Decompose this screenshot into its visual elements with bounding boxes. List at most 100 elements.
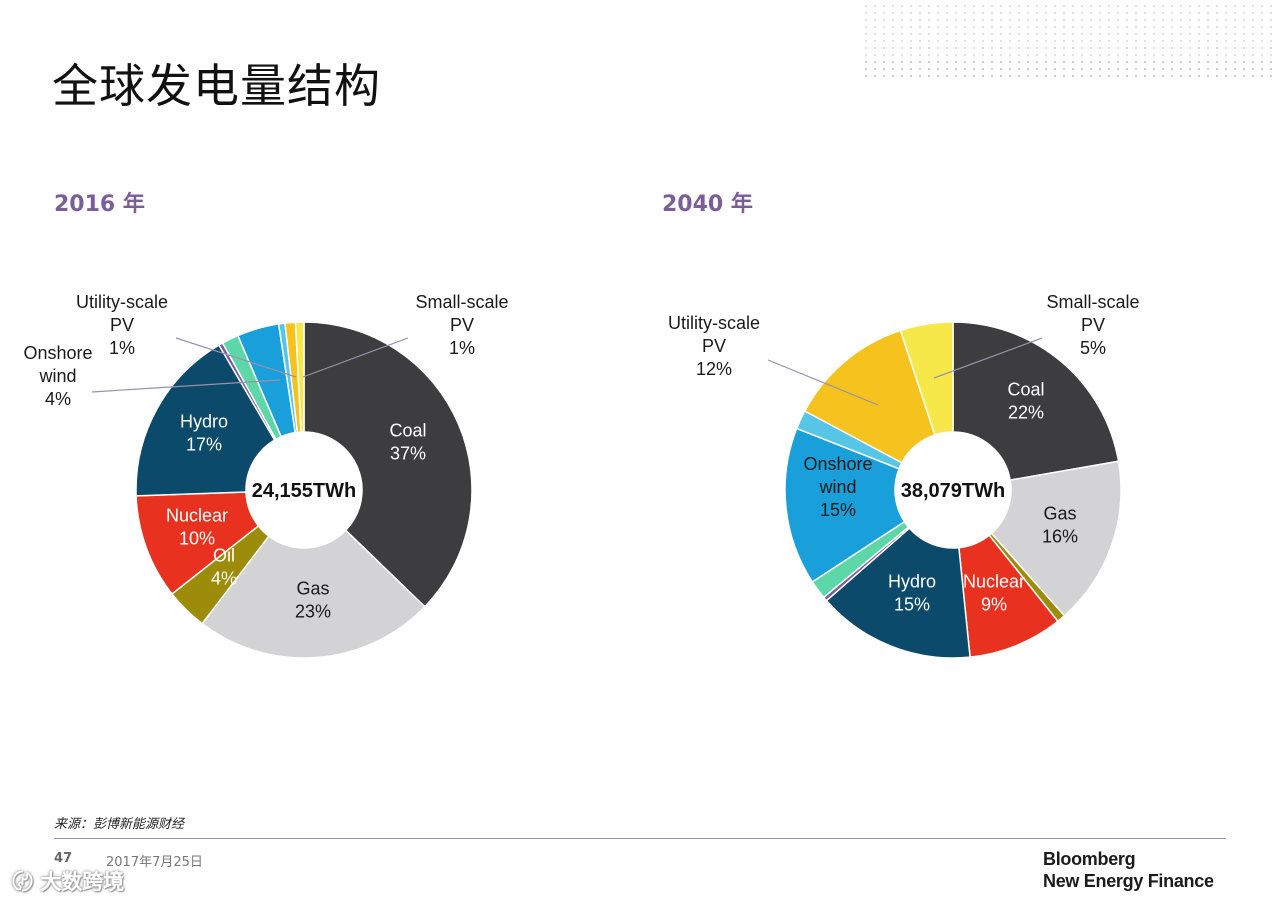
- grid-dot: [1026, 60, 1030, 64]
- grid-dot: [1261, 40, 1263, 42]
- data-label-line: wind: [818, 477, 856, 497]
- data-label-hydro-2016: Hydro 17%: [180, 412, 228, 455]
- grid-dot: [1252, 40, 1254, 42]
- grid-dot: [1000, 54, 1002, 56]
- grid-dot: [1000, 19, 1002, 21]
- grid-dot: [955, 26, 957, 28]
- grid-dot: [1215, 60, 1219, 64]
- grid-dot: [1036, 47, 1038, 49]
- grid-dot: [1099, 19, 1101, 21]
- grid-dot: [1063, 54, 1065, 56]
- grid-dot: [1197, 67, 1201, 71]
- grid-dot: [1036, 19, 1038, 21]
- grid-dot: [1099, 54, 1101, 56]
- grid-dot: [1251, 67, 1255, 71]
- data-label-utility-scale-pv-2016: Utility-scale PV 1%: [76, 292, 168, 358]
- grid-dot: [1270, 26, 1272, 28]
- grid-dot: [991, 33, 993, 35]
- grid-dot: [865, 47, 867, 49]
- data-label-line: 37%: [390, 444, 426, 464]
- grid-dot: [1243, 54, 1245, 56]
- grid-dot: [919, 40, 921, 42]
- grid-dot: [1062, 60, 1066, 64]
- footer-divider: [54, 838, 1226, 839]
- grid-dot: [945, 67, 949, 71]
- grid-dot: [1215, 74, 1219, 78]
- grid-dot: [1035, 67, 1039, 71]
- grid-dot: [991, 40, 993, 42]
- grid-dot: [1117, 26, 1119, 28]
- data-label-small-scale-pv-2040: Small-scale PV 5%: [1046, 292, 1139, 358]
- grid-dot: [1099, 33, 1101, 35]
- grid-dot: [1063, 40, 1065, 42]
- grid-dot: [883, 33, 885, 35]
- grid-dot: [1153, 47, 1155, 49]
- grid-dot: [1099, 40, 1101, 42]
- grid-dot: [1179, 60, 1183, 64]
- grid-dot: [1062, 74, 1066, 78]
- grid-dot: [1207, 19, 1209, 21]
- grid-dot: [874, 33, 876, 35]
- grid-dot: [1224, 60, 1228, 64]
- grid-dot: [1081, 40, 1083, 42]
- grid-dot: [1270, 5, 1272, 7]
- grid-dot: [1135, 33, 1137, 35]
- grid-dot: [982, 40, 984, 42]
- grid-dot: [955, 54, 957, 56]
- grid-dot: [892, 47, 894, 49]
- grid-dot: [1000, 5, 1002, 7]
- grid-dot: [1252, 33, 1254, 35]
- grid-dot: [1125, 60, 1129, 64]
- grid-dot: [865, 5, 867, 7]
- data-label-line: 4%: [211, 569, 237, 589]
- grid-dot: [1153, 5, 1155, 7]
- grid-dot: [865, 12, 867, 14]
- grid-dot: [1117, 33, 1119, 35]
- grid-dot: [1126, 5, 1128, 7]
- grid-dot: [964, 26, 966, 28]
- grid-dot: [1090, 40, 1092, 42]
- grid-dot: [927, 60, 931, 64]
- grid-dot: [1072, 12, 1074, 14]
- grid-dot: [1090, 54, 1092, 56]
- grid-dot: [874, 12, 876, 14]
- grid-dot: [991, 26, 993, 28]
- grid-dot: [1180, 26, 1182, 28]
- grid-dot: [973, 12, 975, 14]
- grid-dot: [865, 19, 867, 21]
- grid-dot: [1125, 67, 1129, 71]
- grid-dot: [981, 60, 985, 64]
- grid-dot: [982, 5, 984, 7]
- grid-dot: [883, 5, 885, 7]
- grid-dot: [1135, 5, 1137, 7]
- grid-dot: [1054, 47, 1056, 49]
- grid-dot: [919, 19, 921, 21]
- grid-dot: [1207, 12, 1209, 14]
- grid-dot: [1225, 54, 1227, 56]
- grid-dot: [1233, 67, 1237, 71]
- grid-dot: [1198, 54, 1200, 56]
- grid-dot: [1135, 47, 1137, 49]
- grid-dot: [918, 60, 922, 64]
- grid-dot: [1081, 33, 1083, 35]
- grid-dot: [1126, 19, 1128, 21]
- grid-dot: [964, 47, 966, 49]
- grid-dot: [1162, 12, 1164, 14]
- grid-dot: [1242, 67, 1246, 71]
- grid-dot: [1080, 74, 1084, 78]
- grid-dot: [1153, 12, 1155, 14]
- grid-dot: [964, 40, 966, 42]
- grid-dot: [1053, 74, 1057, 78]
- grid-dot: [1117, 12, 1119, 14]
- grid-dot: [964, 33, 966, 35]
- grid-dot: [1171, 12, 1173, 14]
- grid-dot: [1116, 74, 1120, 78]
- grid-dot: [1135, 54, 1137, 56]
- grid-dot: [1216, 26, 1218, 28]
- grid-dot: [1198, 26, 1200, 28]
- grid-dot: [1045, 12, 1047, 14]
- grid-dot: [1018, 47, 1020, 49]
- grid-dot: [946, 19, 948, 21]
- data-label-line: Small-scale: [415, 292, 508, 312]
- grid-dot: [1117, 40, 1119, 42]
